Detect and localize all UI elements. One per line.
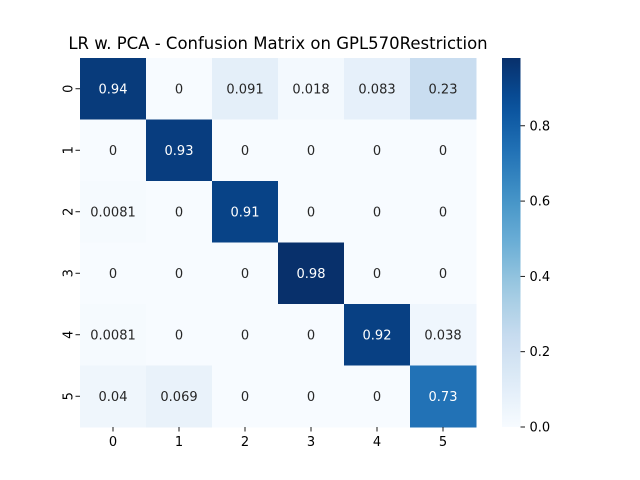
cell-label: 0 <box>307 390 315 405</box>
cell-label: 0 <box>439 205 447 220</box>
cell-label: 0.93 <box>165 144 194 159</box>
x-axis: 0 1 2 3 4 5 <box>109 427 447 450</box>
cell-label: 0.069 <box>160 390 197 405</box>
colorbar-gradient <box>502 58 521 427</box>
heatmap-cell <box>410 58 477 120</box>
heatmap-cell <box>212 119 279 182</box>
heatmap-cell <box>344 58 411 120</box>
heatmap-cell <box>344 242 411 305</box>
colorbar-tick-label: 0.2 <box>530 345 551 360</box>
heatmap-cell <box>80 58 147 120</box>
heatmap-cells: 0.94 0 0.091 0.018 0.083 0.23 0 0.93 0 0 0 0 0.0081 0… <box>80 58 477 428</box>
cell-label: 0 <box>175 328 183 343</box>
x-tick-label: 4 <box>373 435 381 450</box>
colorbar-tick-label: 0.0 <box>530 421 551 436</box>
cell-label: 0.73 <box>429 390 458 405</box>
cell-label: 0.038 <box>424 328 461 343</box>
heatmap-cell <box>344 119 411 182</box>
heatmap-cell <box>80 304 147 366</box>
y-tick-label: 1 <box>62 146 77 154</box>
cell-label: 0 <box>373 390 381 405</box>
heatmap-cell <box>278 119 345 182</box>
cell-label: 0.04 <box>99 390 128 405</box>
cell-label: 0.0081 <box>90 205 136 220</box>
cell-label: 0 <box>307 205 315 220</box>
y-tick-label: 3 <box>62 269 77 277</box>
cell-label: 0.083 <box>358 82 395 97</box>
cell-label: 0.23 <box>429 82 458 97</box>
colorbar-tick-label: 0.6 <box>530 195 551 210</box>
heatmap-cell <box>80 242 147 305</box>
heatmap-cell <box>212 365 279 428</box>
heatmap-cell <box>410 304 477 366</box>
heatmap-cell <box>212 304 279 366</box>
cell-label: 0.91 <box>231 205 260 220</box>
x-tick-label: 3 <box>307 435 315 450</box>
y-tick-label: 0 <box>62 85 77 93</box>
cell-label: 0 <box>175 82 183 97</box>
heatmap-cell <box>410 365 477 428</box>
colorbar-tick-label: 0.4 <box>530 270 551 285</box>
heatmap-cell <box>146 242 213 305</box>
x-tick-label: 0 <box>109 435 117 450</box>
heatmap-cell <box>212 58 279 120</box>
colorbar-tick-label: 0.8 <box>530 119 551 134</box>
heatmap-cell <box>146 181 213 243</box>
heatmap-cell <box>278 181 345 243</box>
heatmap-cell <box>278 242 345 305</box>
cell-label: 0 <box>241 144 249 159</box>
cell-label: 0 <box>439 144 447 159</box>
y-tick-label: 2 <box>62 208 77 216</box>
heatmap-cell <box>344 365 411 428</box>
heatmap-cell <box>212 181 279 243</box>
heatmap-cell <box>344 181 411 243</box>
heatmap-cell <box>278 365 345 428</box>
cell-label: 0.018 <box>292 82 329 97</box>
x-tick-label: 1 <box>175 435 183 450</box>
cell-label: 0 <box>439 267 447 282</box>
cell-label: 0.92 <box>363 328 392 343</box>
heatmap-cell <box>410 181 477 243</box>
cell-label: 0 <box>175 205 183 220</box>
cell-label: 0 <box>373 267 381 282</box>
heatmap-cell <box>410 119 477 182</box>
cell-label: 0.091 <box>226 82 263 97</box>
heatmap-cell <box>80 119 147 182</box>
heatmap-cell <box>212 242 279 305</box>
cell-label: 0.0081 <box>90 328 136 343</box>
heatmap-cell <box>278 304 345 366</box>
heatmap-cell <box>344 304 411 366</box>
cell-label: 0 <box>241 267 249 282</box>
heatmap-cell <box>80 365 147 428</box>
heatmap-cell <box>146 58 213 120</box>
cell-label: 0 <box>373 144 381 159</box>
heatmap-cell <box>146 304 213 366</box>
y-tick-label: 4 <box>62 331 77 339</box>
cell-label: 0.98 <box>297 267 326 282</box>
colorbar: 0.0 0.2 0.4 0.6 0.8 <box>502 58 550 436</box>
heatmap-cell <box>146 365 213 428</box>
cell-label: 0 <box>307 328 315 343</box>
x-tick-label: 2 <box>241 435 249 450</box>
cell-label: 0 <box>373 205 381 220</box>
x-tick-label: 5 <box>439 435 447 450</box>
cell-label: 0 <box>175 267 183 282</box>
cell-label: 0 <box>109 267 117 282</box>
heatmap-cell <box>146 119 213 182</box>
heatmap-cell <box>80 181 147 243</box>
cell-label: 0 <box>307 144 315 159</box>
heatmap-cell <box>410 242 477 305</box>
heatmap-cell <box>278 58 345 120</box>
cell-label: 0.94 <box>99 82 128 97</box>
cell-label: 0 <box>109 144 117 159</box>
chart-title: LR w. PCA - Confusion Matrix on GPL570Re… <box>68 34 487 53</box>
cell-label: 0 <box>241 328 249 343</box>
cell-label: 0 <box>241 390 249 405</box>
y-tick-label: 5 <box>62 392 77 400</box>
y-axis: 0 1 2 3 4 5 <box>62 85 80 400</box>
